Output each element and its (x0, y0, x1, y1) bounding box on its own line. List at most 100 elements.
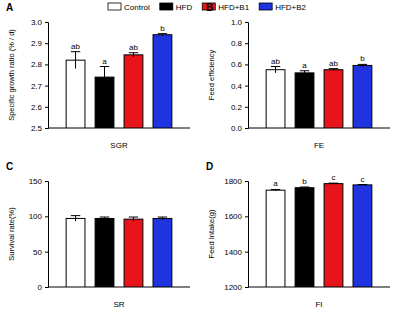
bar (324, 184, 343, 287)
plot-area (266, 64, 372, 128)
y-tick-mark (245, 43, 248, 44)
error-cap (158, 33, 167, 34)
y-axis-title: Feed efficiency (207, 50, 216, 101)
y-tick-mark (245, 216, 248, 217)
error-cap (100, 217, 109, 218)
significance-letter: c (360, 175, 364, 184)
error-bar (71, 216, 80, 222)
error-bar (129, 53, 138, 57)
error-bar (129, 217, 138, 221)
y-tick: 1600 (224, 212, 248, 221)
y-tick-label: 0.0 (231, 124, 243, 133)
significance-letter: c (331, 173, 335, 182)
significance-letter: b (360, 54, 365, 63)
plot-area (66, 216, 172, 287)
y-axis: 0.0 0.2 0.4 0.6 0.8 1.0 (231, 18, 249, 133)
significance-letter: b (160, 24, 165, 33)
error-line (133, 53, 134, 57)
figure: A 2.5 2.6 2.7 2.8 2.9 3.0 Specific growth ratio… (0, 0, 400, 318)
y-tick-mark (45, 107, 48, 108)
legend-swatch (108, 3, 121, 10)
error-bar (300, 71, 309, 75)
y-tick-label: 50 (33, 248, 42, 257)
bar (266, 190, 285, 287)
bar (124, 219, 143, 287)
y-tick-label: 2.5 (31, 124, 43, 133)
y-tick-mark (245, 86, 248, 87)
error-cap (300, 70, 309, 71)
y-tick-mark (245, 287, 248, 288)
significance-letter: ab (329, 59, 338, 68)
legend-label: HFD+B2 (275, 3, 306, 12)
y-tick-label: 1600 (224, 212, 242, 221)
y-tick: 3.0 (31, 18, 48, 27)
error-bar (358, 64, 367, 66)
panel-title: A (6, 2, 13, 13)
x-axis-title: SR (113, 300, 124, 309)
y-tick: 0 (38, 283, 48, 292)
significance-letter: a (273, 179, 278, 188)
y-tick-mark (45, 22, 48, 23)
error-line (275, 67, 276, 73)
bar (353, 185, 372, 287)
y-tick-label: 0.2 (231, 103, 243, 112)
error-bar (271, 67, 280, 73)
y-tick-label: 0.4 (231, 82, 243, 91)
x-axis-title: FI (315, 300, 322, 309)
y-tick: 2.7 (31, 82, 48, 91)
error-bar (271, 189, 280, 190)
panel: A 2.5 2.6 2.7 2.8 2.9 3.0 Specific growth ratio… (6, 2, 190, 150)
error-line (133, 217, 134, 221)
y-tick-mark (45, 86, 48, 87)
error-bar (329, 69, 338, 71)
y-tick-label: 2.8 (31, 60, 43, 69)
error-cap (71, 51, 80, 52)
y-tick: 0.6 (231, 60, 248, 69)
y-tick-label: 150 (29, 177, 43, 186)
y-tick: 50 (33, 248, 48, 257)
y-tick-label: 2.9 (31, 39, 43, 48)
y-tick: 0.4 (231, 82, 248, 91)
y-tick-mark (245, 181, 248, 182)
y-tick-mark (245, 107, 248, 108)
y-tick-label: 1800 (224, 177, 242, 186)
y-tick-mark (245, 128, 248, 129)
y-tick-label: 0.6 (231, 60, 243, 69)
error-bar (329, 183, 338, 184)
error-bar (358, 184, 367, 186)
legend-label: Control (124, 3, 150, 12)
y-tick: 2.6 (31, 103, 48, 112)
y-tick: 1.0 (231, 18, 248, 27)
y-tick-label: 1400 (224, 248, 242, 257)
error-cap (271, 66, 280, 67)
error-cap (100, 66, 109, 67)
y-tick: 2.5 (31, 124, 48, 133)
error-line (104, 67, 105, 88)
legend-label: HFD+B1 (218, 3, 249, 12)
y-tick-mark (45, 128, 48, 129)
panel-title: B (206, 2, 213, 13)
y-axis-title: Feed Intake(g) (207, 209, 216, 258)
bar (295, 73, 314, 128)
x-axis-title: FE (314, 141, 324, 150)
y-tick: 1200 (224, 283, 248, 292)
bar (66, 60, 85, 128)
legend-swatch (259, 3, 272, 10)
error-cap (271, 189, 280, 190)
y-axis: 1200 1400 1600 1800 (224, 177, 248, 292)
y-axis-title: Specific growth ratio (% / d) (7, 29, 16, 121)
y-tick: 0.2 (231, 103, 248, 112)
y-tick: 0.8 (231, 39, 248, 48)
legend-swatch (160, 3, 173, 10)
bar (266, 70, 285, 128)
error-bar (158, 34, 167, 36)
bar (95, 218, 114, 287)
error-cap (129, 217, 138, 218)
panel-title: C (6, 161, 13, 172)
error-line (75, 52, 76, 69)
bar (324, 70, 343, 128)
error-cap (300, 187, 309, 188)
plot-area (266, 183, 372, 287)
error-cap (358, 64, 367, 65)
y-tick-mark (245, 252, 248, 253)
